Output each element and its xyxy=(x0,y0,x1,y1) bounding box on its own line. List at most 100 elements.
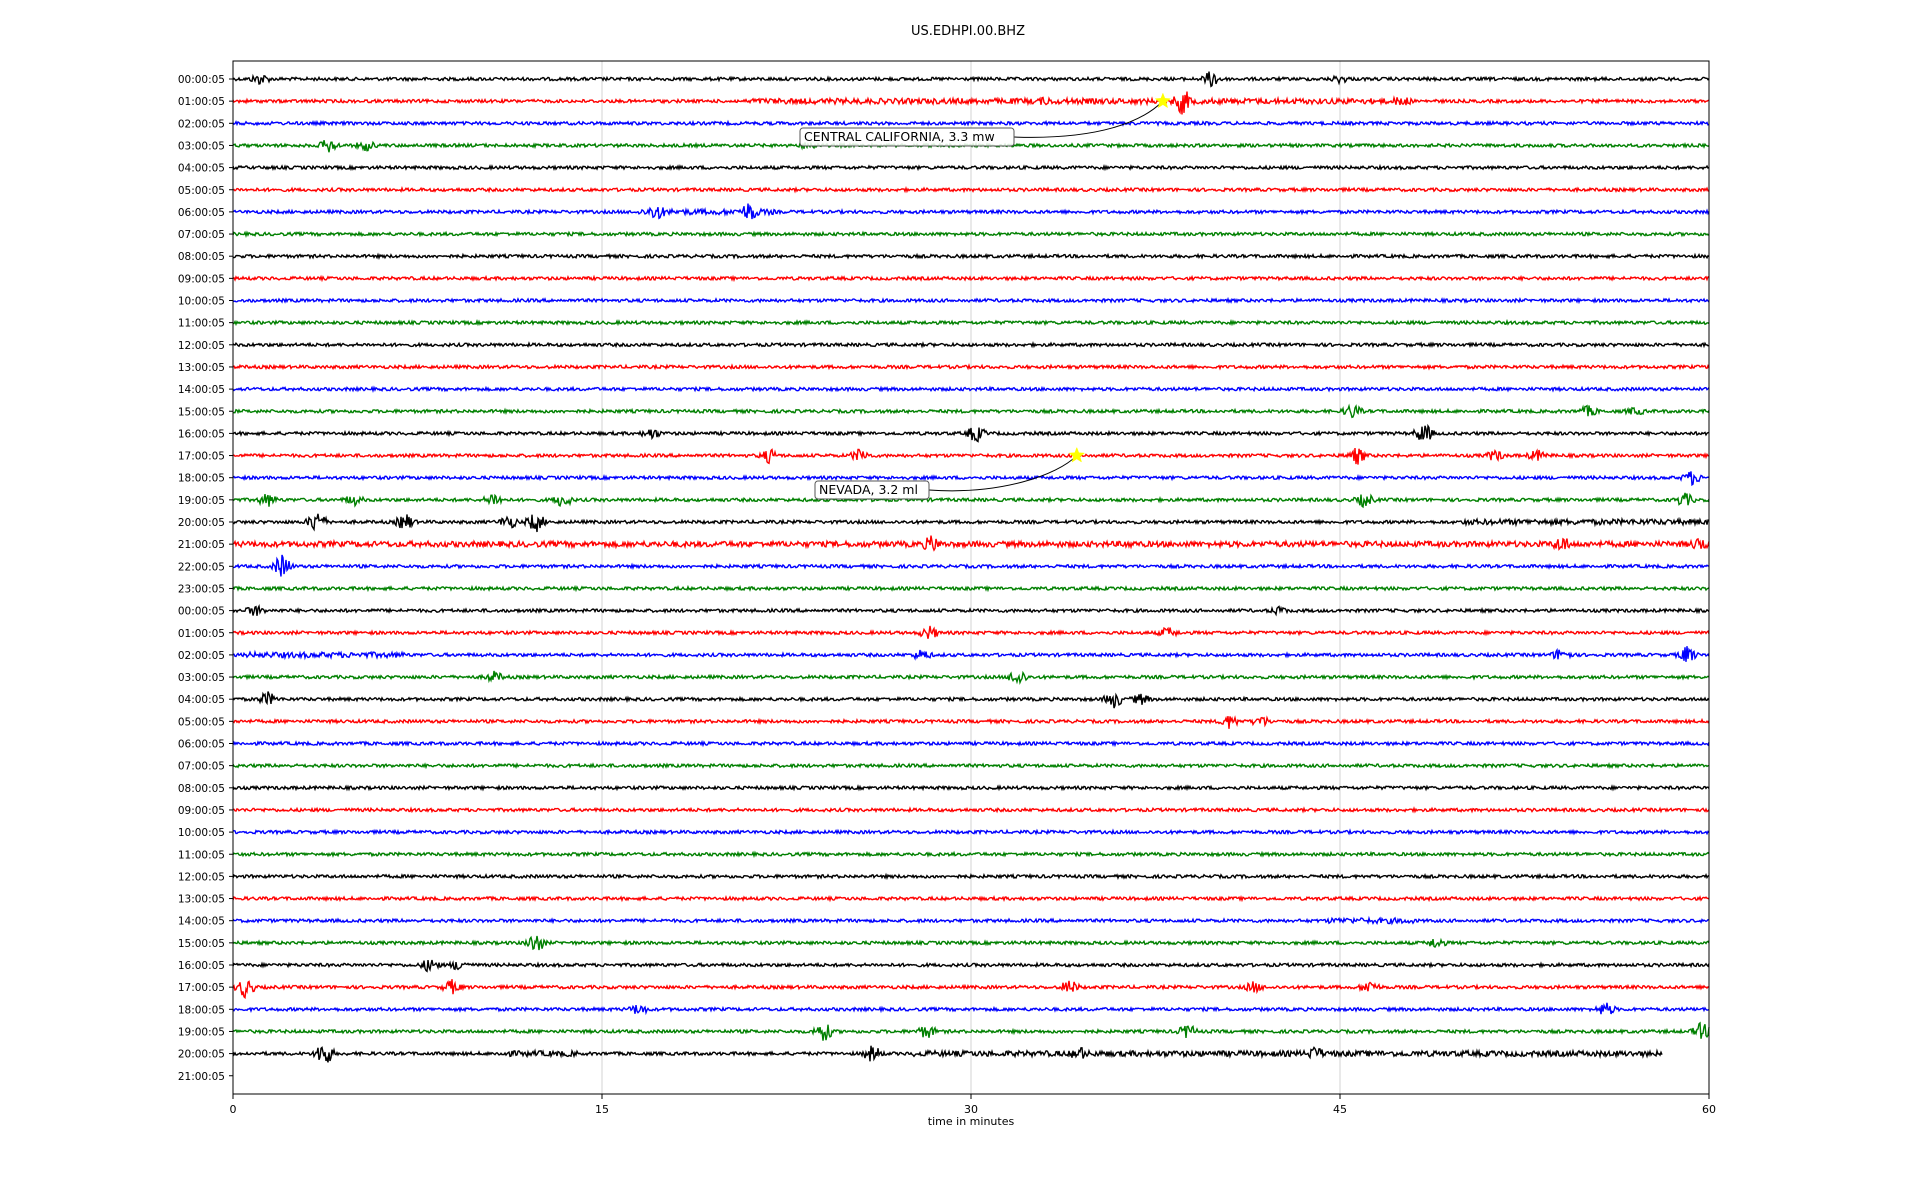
annotation-connector xyxy=(1013,100,1164,138)
trace-line xyxy=(232,252,1710,260)
row-label: 08:00:05 xyxy=(178,783,225,795)
trace-line xyxy=(232,691,1710,709)
trace-line xyxy=(232,185,1710,194)
x-axis: 0 15 30 45 60 xyxy=(230,1094,1716,1116)
trace-line xyxy=(232,91,1710,115)
row-label: 06:00:05 xyxy=(178,739,225,751)
trace-line xyxy=(232,806,1710,814)
row-label: 10:00:05 xyxy=(178,827,225,839)
chart-title: US.EDHPI.00.BHZ xyxy=(911,24,1025,39)
row-label: 01:00:05 xyxy=(178,96,225,108)
row-label: 20:00:05 xyxy=(178,517,225,529)
trace-line xyxy=(232,715,1710,729)
trace-line xyxy=(232,163,1710,172)
row-label: 00:00:05 xyxy=(178,606,225,618)
trace-line xyxy=(232,385,1710,394)
trace-line xyxy=(232,554,1710,577)
row-label: 16:00:05 xyxy=(178,960,225,972)
trace-line xyxy=(232,119,1710,127)
trace-line xyxy=(232,471,1710,487)
row-label: 19:00:05 xyxy=(178,495,225,507)
trace-line xyxy=(232,203,1710,220)
event-star-marker xyxy=(1154,92,1172,109)
trace-line xyxy=(232,894,1710,903)
trace-line xyxy=(232,625,1710,639)
row-label: 17:00:05 xyxy=(178,451,225,463)
row-label: 10:00:05 xyxy=(178,296,225,308)
trace-line xyxy=(232,828,1710,836)
event-annotations: CENTRAL CALIFORNIA, 3.3 mw NEVADA, 3.2 ml xyxy=(799,92,1172,500)
row-label: 12:00:05 xyxy=(178,871,225,883)
event-star-marker xyxy=(1068,446,1086,463)
trace-line xyxy=(232,296,1710,305)
row-label: 12:00:05 xyxy=(178,340,225,352)
trace-line xyxy=(232,784,1710,792)
x-tick-label: 45 xyxy=(1333,1103,1347,1116)
row-label: 15:00:05 xyxy=(178,938,225,950)
trace-line xyxy=(232,230,1710,238)
row-label: 21:00:05 xyxy=(178,1071,225,1083)
annotation-label: CENTRAL CALIFORNIA, 3.3 mw xyxy=(804,129,995,144)
row-label: 05:00:05 xyxy=(178,185,225,197)
x-axis-label: time in minutes xyxy=(928,1115,1015,1128)
x-tick-label: 0 xyxy=(230,1103,237,1116)
row-label: 23:00:05 xyxy=(178,583,225,595)
trace-line xyxy=(232,959,1710,973)
row-label: 21:00:05 xyxy=(178,539,225,551)
row-label: 09:00:05 xyxy=(178,805,225,817)
row-label: 11:00:05 xyxy=(178,849,225,861)
row-label: 22:00:05 xyxy=(178,561,225,573)
row-label: 15:00:05 xyxy=(178,406,225,418)
trace-line xyxy=(232,274,1710,283)
row-label: 06:00:05 xyxy=(178,207,225,219)
row-label: 18:00:05 xyxy=(178,1004,225,1016)
trace-line xyxy=(232,513,1710,533)
vertical-grid xyxy=(601,61,1341,1094)
x-tick-label: 60 xyxy=(1702,1103,1716,1116)
trace-line xyxy=(232,762,1710,770)
trace-line xyxy=(232,915,1710,926)
y-tick-labels: 00:00:05 01:00:05 02:00:05 03:00:05 04:00:05… xyxy=(178,74,233,1083)
plot-frame xyxy=(232,60,1710,1095)
trace-line xyxy=(232,363,1710,371)
row-label: 19:00:05 xyxy=(178,1026,225,1038)
trace-line xyxy=(232,850,1710,859)
row-label: 04:00:05 xyxy=(178,163,225,175)
trace-line xyxy=(232,1021,1710,1041)
row-label: 18:00:05 xyxy=(178,473,225,485)
row-label: 00:00:05 xyxy=(178,74,225,86)
row-label: 16:00:05 xyxy=(178,428,225,440)
row-label: 01:00:05 xyxy=(178,628,225,640)
trace-line xyxy=(232,646,1710,662)
row-label: 17:00:05 xyxy=(178,982,225,994)
trace-line xyxy=(232,1002,1710,1016)
trace-line xyxy=(232,1045,1663,1063)
trace-line xyxy=(232,71,1710,88)
row-label: 11:00:05 xyxy=(178,318,225,330)
row-label: 05:00:05 xyxy=(178,716,225,728)
x-tick-label: 15 xyxy=(595,1103,609,1116)
row-label: 07:00:05 xyxy=(178,229,225,241)
annotation-connector xyxy=(928,455,1078,492)
row-label: 20:00:05 xyxy=(178,1049,225,1061)
trace-line xyxy=(232,584,1710,593)
trace-line xyxy=(232,670,1710,685)
trace-line xyxy=(232,872,1710,881)
row-label: 03:00:05 xyxy=(178,672,225,684)
row-label: 07:00:05 xyxy=(178,761,225,773)
trace-line xyxy=(232,739,1710,748)
trace-line xyxy=(232,935,1710,951)
trace-line xyxy=(232,403,1710,419)
trace-area xyxy=(232,71,1710,1063)
row-label: 02:00:05 xyxy=(178,118,225,130)
row-label: 13:00:05 xyxy=(178,894,225,906)
x-tick-label: 30 xyxy=(964,1103,978,1116)
row-label: 13:00:05 xyxy=(178,362,225,374)
row-label: 04:00:05 xyxy=(178,694,225,706)
row-label: 14:00:05 xyxy=(178,384,225,396)
trace-line xyxy=(232,979,1710,1000)
annotation-label: NEVADA, 3.2 ml xyxy=(819,482,918,497)
row-label: 03:00:05 xyxy=(178,140,225,152)
